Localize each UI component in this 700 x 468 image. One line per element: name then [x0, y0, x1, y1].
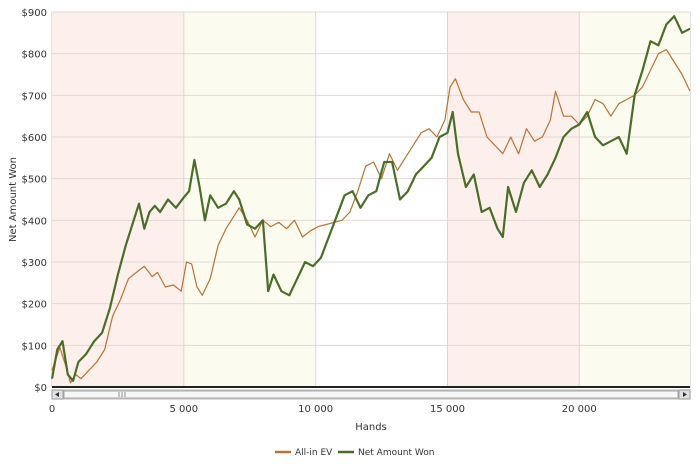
- x-tick-label: 15 000: [430, 404, 465, 415]
- y-tick-label: $200: [22, 300, 47, 311]
- x-axis-label: Hands: [355, 422, 387, 433]
- legend-label: Net Amount Won: [358, 448, 434, 458]
- y-tick-label: $100: [22, 341, 47, 352]
- y-tick-label: $800: [22, 50, 47, 61]
- plot-band: [183, 12, 316, 387]
- series-line-net-amount-won: [50, 15, 691, 382]
- y-tick-label: $0: [34, 383, 47, 394]
- x-tick-label: 20 000: [562, 404, 597, 415]
- y-tick-label: $400: [22, 216, 47, 227]
- y-tick-label: $500: [22, 175, 47, 186]
- chevron-left-icon: [55, 392, 59, 397]
- y-tick-label: $700: [22, 91, 47, 102]
- x-tick-label: 0: [49, 404, 55, 415]
- series-line-all-in-ev: [51, 48, 691, 384]
- y-tick-label: $600: [22, 133, 47, 144]
- scrollbar-thumb[interactable]: [63, 390, 679, 399]
- plot-band: [315, 12, 448, 387]
- x-tick-label: 10 000: [298, 404, 333, 415]
- chevron-right-icon: [683, 392, 687, 397]
- y-tick-label: $900: [22, 8, 47, 19]
- x-tick-label: 5 000: [169, 404, 198, 415]
- plot-band: [52, 12, 184, 387]
- legend-label: All-in EV: [295, 448, 333, 458]
- y-tick-label: $300: [22, 258, 47, 269]
- plot-band: [447, 12, 580, 387]
- y-axis-label: Net Amount Won: [8, 157, 19, 242]
- plot-band: [579, 12, 690, 387]
